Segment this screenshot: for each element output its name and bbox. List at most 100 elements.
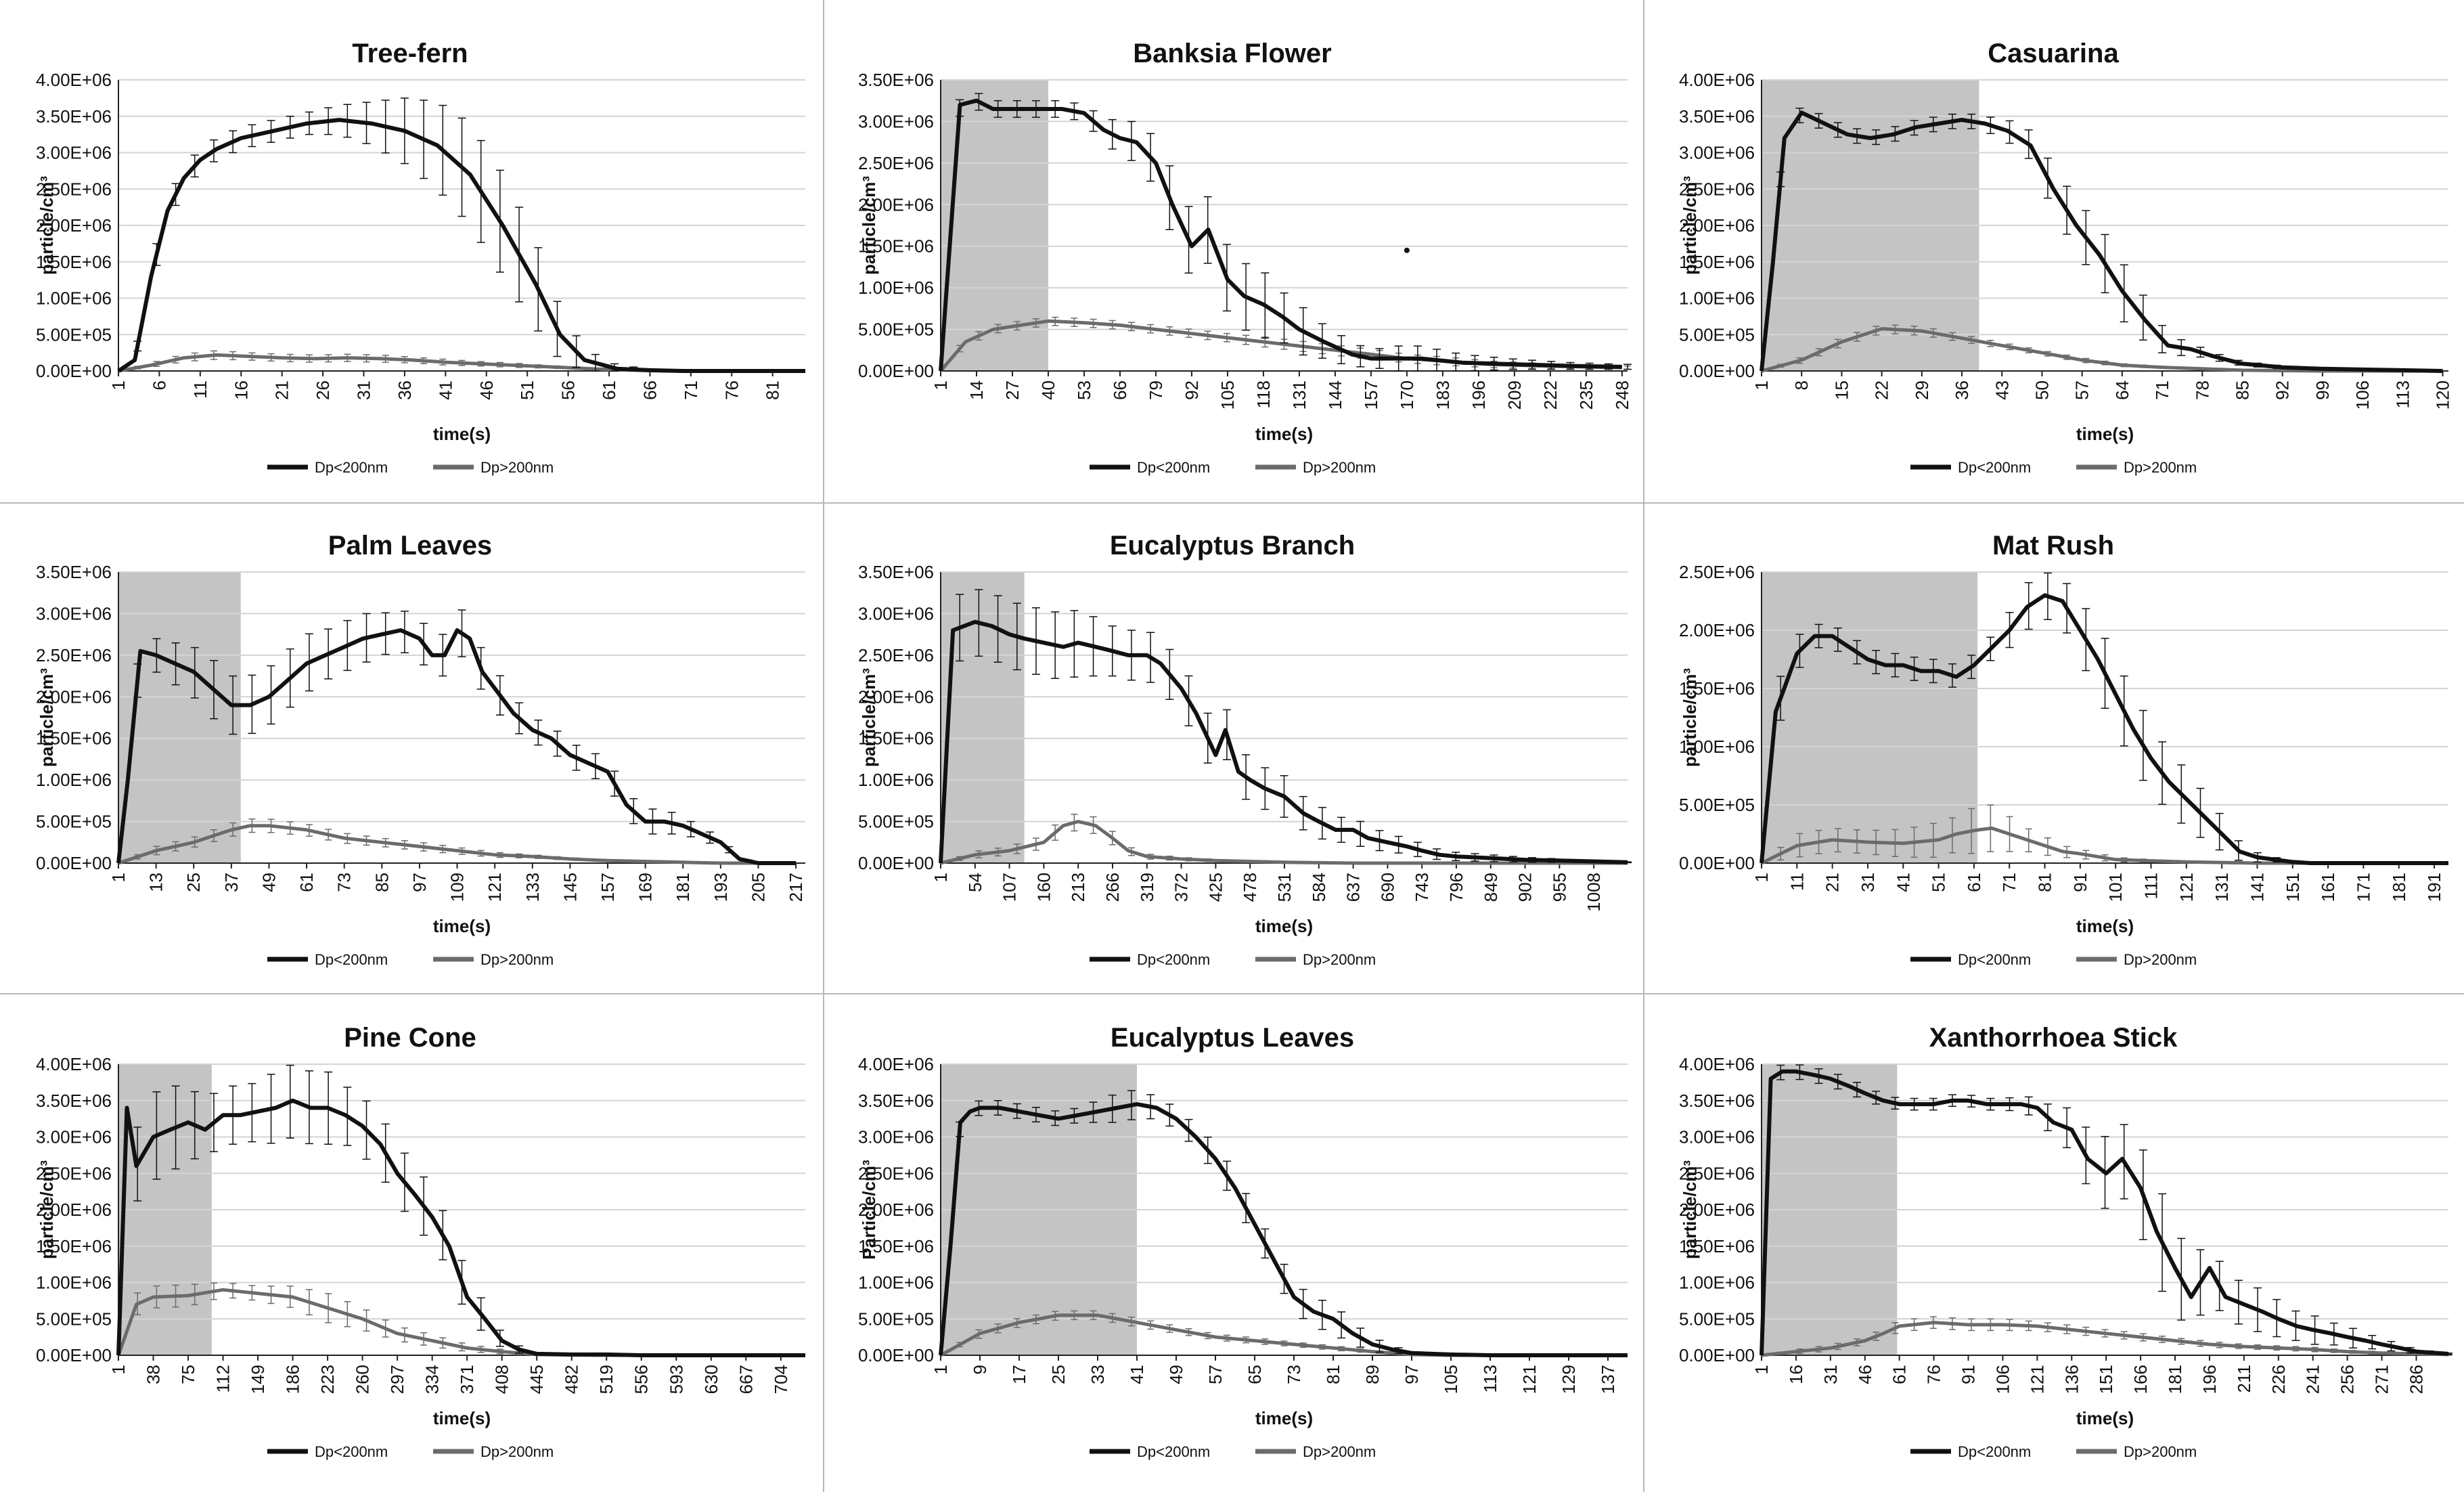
y-tick-label: 1.50E+06 [1679,678,1755,699]
x-tick-label: 81 [763,380,783,400]
x-axis-label: time(s) [433,1408,491,1428]
x-tick-label: 29 [1912,380,1932,400]
x-tick-label: 248 [1612,380,1632,410]
x-tick-label: 43 [1992,380,2012,400]
x-tick-label: 71 [681,380,701,400]
x-tick-label: 15 [1831,380,1852,400]
x-tick-label: 371 [457,1365,477,1394]
series-line [117,118,805,373]
plot-area: 0.00E+00 5.00E+05 1.00E+06 1.50E+06 2.00E+06… [858,70,1632,410]
x-tick-label: 53 [1074,380,1094,400]
x-tick-label: 131 [1289,380,1309,410]
y-tick-label: 2.00E+06 [36,686,112,707]
shaded-region [941,572,1025,863]
y-axis-label: particle/cm³ [859,668,879,767]
plot-area: 0.00E+00 5.00E+05 1.00E+06 1.50E+06 2.00E+06… [36,70,805,400]
legend-label-dp-over-200: Dp>200nm [2124,459,2197,476]
chart-svg-xanthorrhoea-stick: 0.00E+00 5.00E+05 1.00E+06 1.50E+06 2.00E+06… [1679,1023,2452,1460]
legend-label-dp-under-200: Dp<200nm [1958,459,2031,476]
x-tick-label: 667 [736,1365,756,1394]
series-line [1760,826,2448,865]
y-tick-label: 5.00E+05 [1679,324,1755,345]
chart-panel-tree-fern: 0.00E+00 5.00E+05 1.00E+06 1.50E+06 2.00E+06… [0,0,821,497]
series-dp-under-200 [1760,1064,2452,1356]
x-tick-label: 193 [711,873,731,902]
y-tick-label: 5.00E+05 [858,1309,934,1329]
y-tick-label: 2.00E+06 [858,686,934,707]
x-tick-label: 151 [2283,873,2303,902]
chart-svg-palm-leaves: 0.00E+00 5.00E+05 1.00E+06 1.50E+06 2.00E+06… [36,531,806,968]
series-dp-over-200 [1761,1316,2452,1357]
x-tick-label: 75 [178,1365,198,1384]
y-tick-label: 1.00E+06 [858,1273,934,1293]
x-tick-label: 425 [1205,873,1226,902]
y-axis-label: particle/cm³ [37,1160,57,1259]
y-tick-label: 2.50E+06 [1679,562,1755,582]
x-tick-label: 49 [1166,1365,1186,1384]
y-tick-label: 3.50E+06 [36,106,112,127]
x-tick-label: 408 [492,1365,512,1394]
y-tick-label: 2.00E+06 [1679,1200,1755,1220]
x-tick-label: 36 [1952,380,1972,400]
x-tick-label: 105 [1217,380,1238,410]
y-tick-label: 1.50E+06 [36,1236,112,1256]
x-tick-label: 91 [1958,1365,1979,1384]
y-axis-label: particle/cm³ [37,176,57,275]
x-tick-label: 286 [2406,1365,2426,1394]
legend-label-dp-over-200: Dp>200nm [1303,1443,1376,1460]
legend-label-dp-over-200: Dp>200nm [2124,1443,2197,1460]
x-tick-label: 129 [1559,1365,1579,1394]
x-tick-label: 637 [1343,873,1364,902]
x-tick-label: 101 [2105,873,2126,902]
x-tick-label: 13 [146,873,166,892]
x-tick-label: 51 [1929,873,1949,892]
chart-title: Tree-fern [352,39,468,68]
panel-divider-horizontal-1 [0,502,2464,504]
x-tick-label: 97 [409,873,430,892]
x-tick-label: 61 [1964,873,1984,892]
x-tick-label: 141 [2247,873,2267,902]
y-tick-label: 1.50E+06 [858,728,934,749]
y-tick-label: 0.00E+00 [36,1345,112,1365]
x-tick-label: 1 [931,873,951,882]
x-tick-label: 106 [2352,380,2373,410]
y-tick-label: 2.00E+06 [1679,620,1755,640]
x-tick-label: 1 [931,380,951,390]
x-tick-label: 445 [527,1365,547,1394]
x-tick-label: 157 [1361,380,1381,410]
y-tick-label: 0.00E+00 [858,1345,934,1365]
x-tick-label: 1 [1751,380,1772,390]
x-tick-label: 902 [1515,873,1536,902]
y-tick-label: 3.50E+06 [36,562,112,582]
chart-svg-eucalyptus-leaves: 0.00E+00 5.00E+05 1.00E+06 1.50E+06 2.00E+06… [858,1023,1628,1460]
y-tick-label: 2.50E+06 [36,179,112,199]
y-tick-label: 5.00E+05 [1679,795,1755,815]
x-axis-label: time(s) [2076,1408,2134,1428]
x-tick-label: 151 [2096,1365,2116,1394]
x-tick-label: 271 [2372,1365,2392,1394]
x-tick-label: 1 [108,380,129,390]
x-tick-label: 61 [296,873,317,892]
shaded-region [118,572,241,863]
x-tick-label: 9 [970,1365,990,1374]
x-tick-label: 690 [1377,873,1397,902]
x-tick-label: 25 [1048,1365,1069,1384]
x-tick-label: 61 [599,380,619,400]
y-tick-label: 5.00E+05 [36,1309,112,1329]
x-tick-label: 235 [1576,380,1596,410]
x-tick-label: 120 [2433,380,2453,410]
y-tick-label: 0.00E+00 [1679,1345,1755,1365]
y-tick-label: 1.00E+06 [1679,1273,1755,1293]
series-line [1760,1069,2449,1356]
legend-label-dp-under-200: Dp<200nm [1958,951,2031,968]
y-tick-label: 0.00E+00 [36,853,112,873]
y-tick-label: 2.00E+06 [858,1200,934,1220]
x-tick-label: 41 [435,380,455,400]
x-tick-label: 76 [721,380,742,400]
x-tick-label: 89 [1362,1365,1383,1384]
x-tick-label: 14 [966,380,987,400]
y-tick-label: 1.50E+06 [36,252,112,272]
x-tick-label: 256 [2337,1365,2358,1394]
legend-label-dp-under-200: Dp<200nm [1137,459,1210,476]
x-tick-label: 8 [1791,380,1812,390]
